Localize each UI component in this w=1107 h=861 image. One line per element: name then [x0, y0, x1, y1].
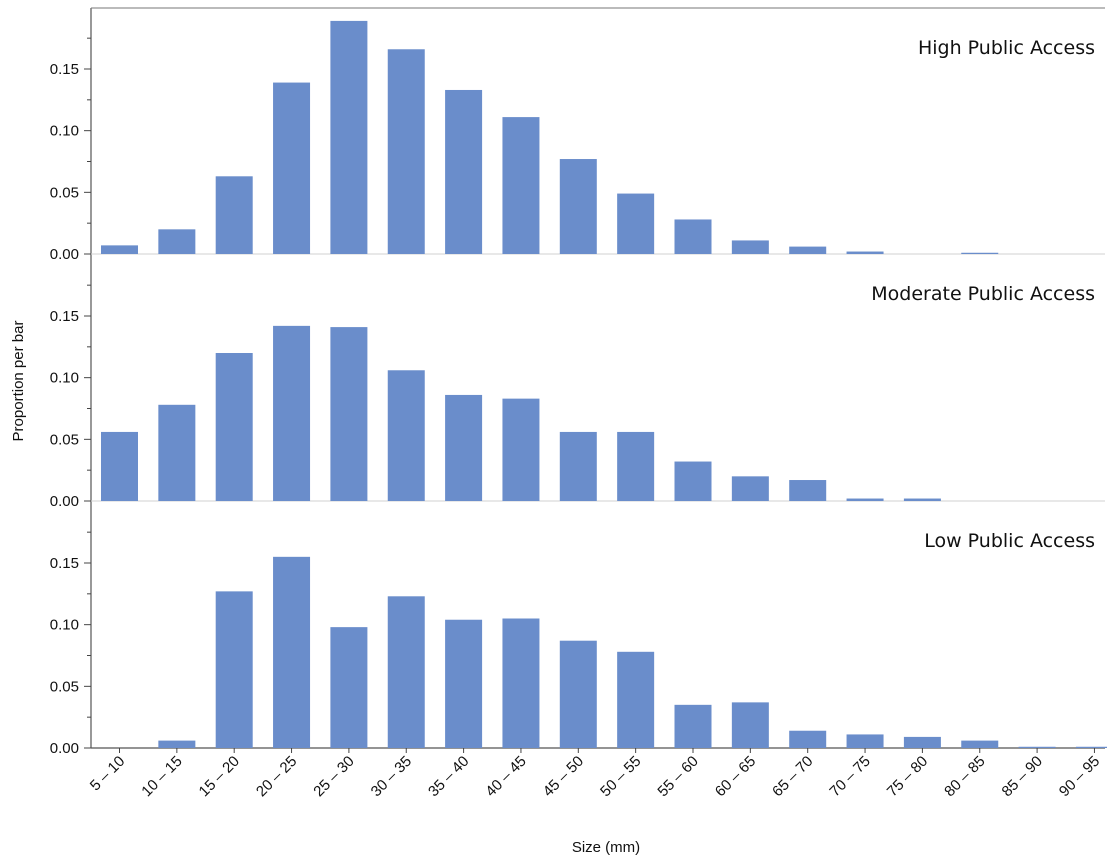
bar — [215, 353, 253, 501]
bar — [330, 20, 368, 255]
bar — [903, 736, 941, 748]
y-tick-label: 0.00 — [50, 740, 79, 757]
panel-title: Moderate Public Access — [871, 283, 1095, 305]
bar — [445, 394, 483, 501]
y-tick-label: 0.10 — [50, 617, 79, 634]
x-tick-label: 90 – 95 — [1056, 753, 1103, 800]
bar — [846, 734, 884, 748]
y-tick-label: 0.05 — [50, 678, 79, 695]
bar — [387, 596, 425, 748]
bar — [158, 229, 196, 254]
bar — [731, 240, 769, 254]
bar — [273, 82, 311, 254]
x-tick-label: 10 – 15 — [138, 753, 185, 800]
bar — [846, 498, 884, 501]
bar — [502, 398, 540, 501]
bars-layer — [101, 20, 1107, 748]
bar — [273, 325, 311, 501]
bar — [731, 476, 769, 501]
bar — [502, 618, 540, 748]
bar — [101, 431, 138, 501]
bar — [273, 556, 311, 748]
bar — [330, 627, 368, 748]
y-tick-label: 0.00 — [50, 246, 79, 263]
bar — [961, 740, 999, 748]
panel-title: Low Public Access — [924, 530, 1095, 552]
bar — [445, 619, 483, 748]
panel-title: High Public Access — [918, 37, 1095, 59]
bar — [789, 246, 827, 254]
x-tick-label: 30 – 35 — [368, 753, 415, 800]
y-tick-label: 0.05 — [50, 184, 79, 201]
bar — [846, 251, 884, 254]
y-tick-label: 0.15 — [50, 308, 79, 325]
bar — [158, 740, 196, 748]
bar — [731, 702, 769, 748]
x-tick-label: 25 – 30 — [310, 753, 357, 800]
x-tick-label: 35 – 40 — [425, 753, 472, 800]
bar — [502, 117, 540, 254]
x-tick-label: 50 – 55 — [597, 753, 644, 800]
x-tick-label: 55 – 60 — [654, 753, 701, 800]
y-tick-label: 0.15 — [50, 61, 79, 78]
bar — [903, 498, 941, 501]
x-tick-label: 5 – 10 — [87, 753, 129, 795]
bar — [789, 480, 827, 501]
x-tick-label: 85 – 90 — [999, 753, 1046, 800]
bar — [158, 404, 196, 501]
bar — [387, 370, 425, 501]
x-tick-label: 45 – 50 — [540, 753, 587, 800]
bar — [559, 159, 597, 254]
x-axis-title: Size (mm) — [572, 839, 640, 856]
y-tick-label: 0.10 — [50, 123, 79, 140]
x-tick-label: 65 – 70 — [769, 753, 816, 800]
y-tick-label: 0.00 — [50, 493, 79, 510]
y-axis-title: Proportion per bar — [10, 321, 27, 442]
bar — [617, 651, 655, 748]
y-tick-label: 0.15 — [50, 555, 79, 572]
bar — [789, 730, 827, 748]
bar — [674, 219, 712, 254]
bar — [617, 431, 655, 501]
x-tick-label: 70 – 75 — [826, 753, 873, 800]
bar — [559, 431, 597, 501]
bar — [674, 704, 712, 748]
x-tick-label: 15 – 20 — [196, 753, 243, 800]
bar — [215, 591, 253, 748]
x-tick-label: 40 – 45 — [482, 753, 529, 800]
bar — [1075, 746, 1107, 748]
ticks-layer — [84, 37, 1095, 753]
bar — [617, 193, 655, 254]
y-tick-label: 0.10 — [50, 370, 79, 387]
y-tick-label: 0.05 — [50, 431, 79, 448]
bar — [215, 176, 253, 254]
bar — [674, 461, 712, 501]
bar — [961, 252, 999, 254]
bar — [445, 89, 483, 254]
x-tick-label: 80 – 85 — [941, 753, 988, 800]
x-tick-label: 20 – 25 — [253, 753, 300, 800]
x-tick-label: 75 – 80 — [884, 753, 931, 800]
x-tick-label: 60 – 65 — [712, 753, 759, 800]
bar — [1018, 746, 1056, 748]
bar — [330, 327, 368, 501]
bar — [559, 640, 597, 748]
bar — [387, 49, 425, 255]
bar — [101, 245, 138, 254]
